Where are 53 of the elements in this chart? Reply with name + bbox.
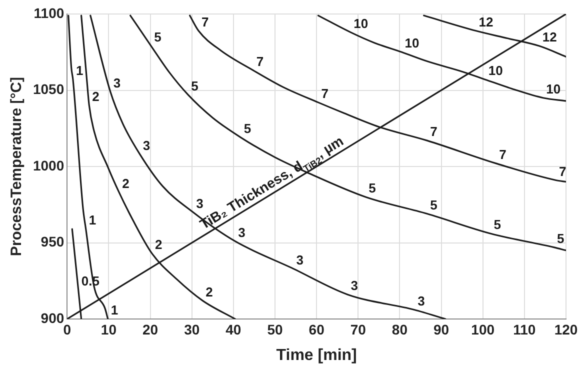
- annotation: 7: [430, 124, 438, 140]
- annotation: 10: [404, 36, 420, 51]
- x-tick-label: 30: [184, 321, 200, 338]
- annotation: 5: [191, 78, 198, 94]
- y-tick-label: 900: [40, 310, 64, 326]
- annotation: 1: [110, 302, 118, 318]
- x-tick-label: 40: [226, 321, 242, 338]
- annotation: 10: [354, 16, 368, 31]
- annotation: 5: [556, 230, 564, 246]
- annotation: 1: [76, 63, 84, 78]
- annotation: 7: [202, 14, 209, 30]
- x-tick-label: 50: [267, 321, 283, 338]
- y-tick-label: 950: [40, 234, 64, 250]
- annotation: 7: [321, 86, 328, 102]
- annotation: 3: [238, 224, 246, 240]
- x-tick-label: 110: [513, 321, 536, 338]
- annotation: 1: [88, 212, 96, 228]
- annotation: 2: [92, 89, 100, 104]
- x-tick-label: 60: [308, 321, 325, 338]
- x-tick-label: 80: [392, 321, 408, 338]
- x-tick-label: 100: [471, 321, 495, 338]
- x-tick-label: 120: [554, 321, 578, 338]
- x-tick-label: 0: [63, 321, 72, 338]
- y-axis-title: ProcessTemperature [°C]: [8, 76, 26, 256]
- annotation: 5: [368, 180, 376, 196]
- annotation: 3: [196, 196, 204, 211]
- annotation: 10: [546, 81, 561, 96]
- y-tick-label: 1050: [32, 81, 64, 98]
- annotation: 2: [206, 284, 213, 300]
- y-tick-label: 1000: [32, 157, 64, 174]
- x-tick-label: 70: [350, 321, 366, 338]
- annotation: 3: [418, 293, 425, 308]
- annotation: 5: [430, 197, 438, 212]
- annotation: 3: [350, 278, 358, 294]
- annotation: 12: [542, 30, 557, 45]
- annotation: 12: [478, 14, 494, 30]
- annotation: 2: [154, 237, 162, 252]
- x-axis-title: Time [min]: [276, 346, 357, 364]
- y-tick-label: 1100: [34, 4, 64, 21]
- annotation: 7: [499, 147, 506, 162]
- annotation: 2: [122, 176, 130, 192]
- annotation: 5: [244, 121, 252, 136]
- annotation: 5: [494, 217, 501, 232]
- annotation: 3: [142, 138, 150, 153]
- x-tick-label: 20: [142, 321, 158, 338]
- annotation: 7: [559, 164, 566, 179]
- annotation: 7: [256, 54, 264, 70]
- annotation: 10: [488, 63, 503, 78]
- annotation: 5: [154, 30, 162, 45]
- annotation: 3: [296, 252, 304, 268]
- x-tick-label: 90: [433, 321, 450, 338]
- annotation: 3: [113, 75, 121, 90]
- x-tick-label: 10: [100, 321, 117, 338]
